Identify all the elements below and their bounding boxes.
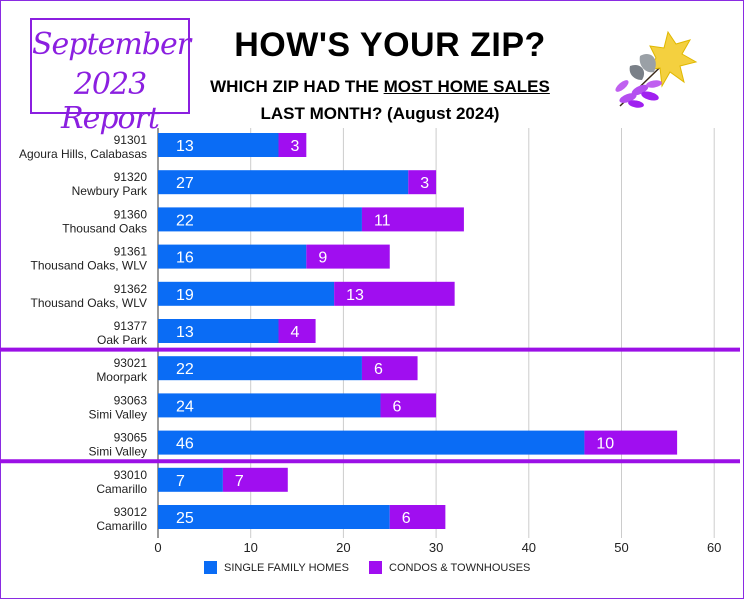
data-label-condos: 6 [374,361,383,378]
report-year: 2023 Report [60,67,160,136]
autumn-leaves-icon [615,30,698,108]
bar-condos [584,430,678,455]
category-area: Camarillo [96,519,147,533]
bar-single-family [158,505,390,529]
data-label-condos: 13 [346,287,364,304]
bar-condos [334,281,455,306]
data-label-single-family: 22 [176,361,194,378]
category-area: Newbury Park [72,184,148,198]
page-title: HOW'S YOUR ZIP? [234,26,546,64]
category-area: Agoura Hills, Calabasas [19,147,147,161]
subtitle-line-1: WHICH ZIP HAD THE MOST HOME SALES [170,77,590,97]
report-badge: September 2023 Report [30,18,191,136]
data-label-condos: 7 [235,473,244,490]
x-tick-label: 30 [429,540,443,555]
category-zip: 93021 [114,356,148,370]
bar-single-family [158,356,362,381]
bar-condos [408,170,437,195]
category-area: Camarillo [96,482,147,496]
subtitle-line-2: LAST MONTH? (August 2024) [260,104,500,123]
category-zip: 91377 [114,319,148,333]
data-label-condos: 4 [291,324,300,341]
category-zip: 91320 [114,170,148,184]
bar-single-family [158,281,335,306]
category-area: Thousand Oaks [62,221,147,235]
x-tick-label: 20 [336,540,350,555]
bar-single-family [158,430,585,455]
bar-condos [389,505,446,529]
category-zip: 91301 [114,133,148,147]
data-label-single-family: 13 [176,324,194,341]
report-month: September [32,27,191,62]
category-area: Thousand Oaks, WLV [31,259,148,273]
category-zip: 91360 [114,207,148,221]
data-label-condos: 11 [374,212,391,229]
legend-label-condos: CONDOS & TOWNHOUSES [389,562,530,574]
category-area: Moorpark [96,370,148,384]
category-area: Simi Valley [89,445,147,459]
data-label-single-family: 22 [176,212,194,229]
data-label-single-family: 16 [176,250,194,267]
bar-single-family [158,170,409,195]
data-label-condos: 3 [420,175,429,192]
data-label-single-family: 27 [176,175,194,192]
x-tick-label: 60 [707,540,721,555]
category-zip: 93010 [114,468,148,482]
bar-single-family [158,467,223,492]
data-label-condos: 6 [402,510,411,527]
data-label-condos: 9 [318,250,327,267]
category-zip: 93063 [114,393,148,407]
bar-condos [278,133,307,157]
bar-single-family [158,133,279,157]
subtitle-emphasis: MOST HOME SALES [383,77,550,96]
data-label-single-family: 25 [176,510,194,527]
data-label-single-family: 46 [176,436,194,453]
category-area: Oak Park [97,333,148,347]
category-zip: 93012 [114,505,148,519]
bar-single-family [158,207,362,232]
category-zip: 91362 [114,282,148,296]
bar-condos [361,207,464,232]
bar-single-family [158,393,381,418]
x-tick-label: 50 [614,540,628,555]
legend-swatch-condos [369,561,382,574]
data-label-condos: 6 [392,398,401,415]
category-zip: 93065 [114,431,148,445]
data-label-single-family: 24 [176,398,194,415]
category-area: Thousand Oaks, WLV [31,296,148,310]
bar-condos [380,393,437,418]
bar-condos [306,244,390,269]
legend-swatch-single-family [204,561,217,574]
bar-condos [278,319,316,343]
legend-label-single-family: SINGLE FAMILY HOMES [224,562,349,574]
subtitle-text: WHICH ZIP HAD THE [210,77,384,96]
x-tick-label: 0 [154,540,161,555]
data-label-single-family: 19 [176,287,194,304]
data-label-condos: 3 [291,138,300,155]
x-tick-label: 10 [243,540,257,555]
data-label-condos: 10 [596,436,614,453]
data-label-single-family: 7 [176,473,185,490]
data-label-single-family: 13 [176,138,194,155]
x-tick-label: 40 [522,540,536,555]
category-zip: 91361 [114,245,148,259]
bar-condos [222,467,288,492]
bar-single-family [158,244,307,269]
bar-condos [361,356,418,381]
bar-single-family [158,319,279,343]
category-area: Simi Valley [89,407,147,421]
